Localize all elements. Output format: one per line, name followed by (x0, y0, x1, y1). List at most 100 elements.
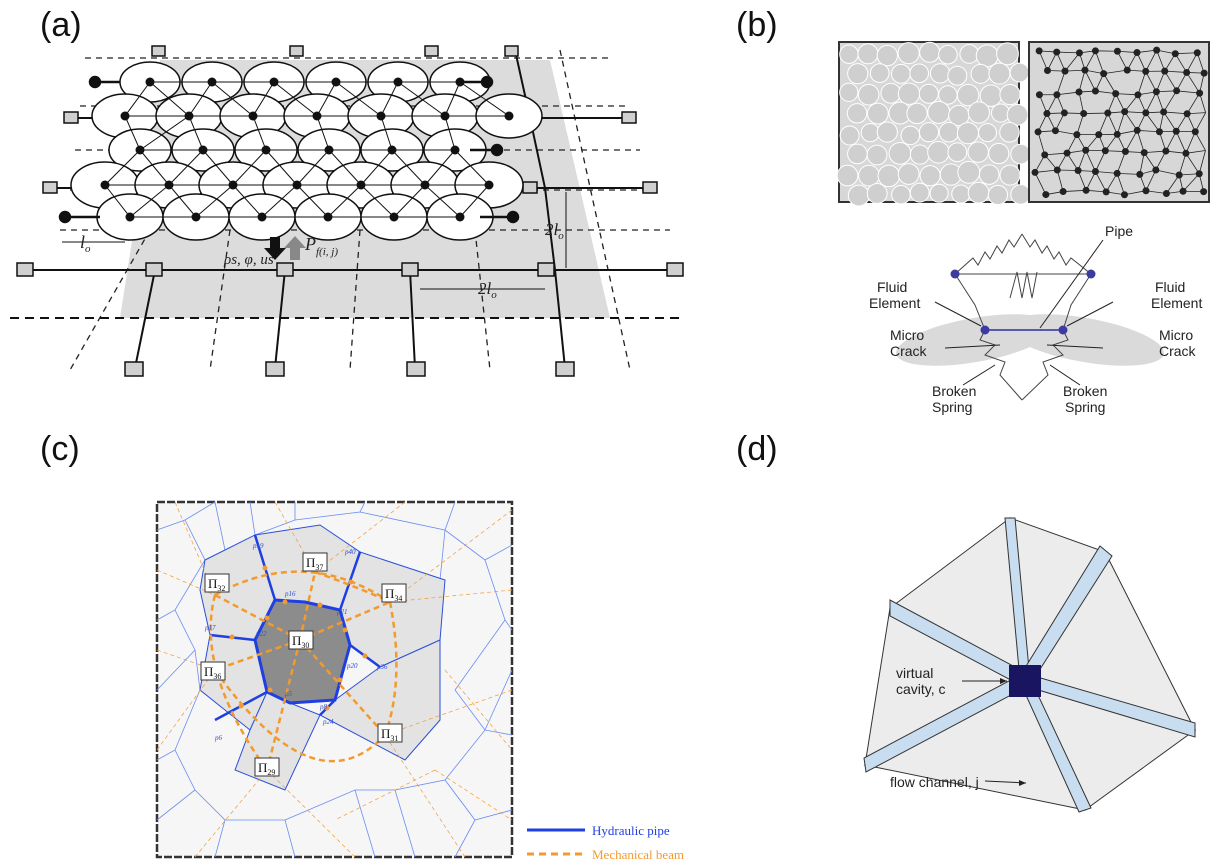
grain (930, 64, 949, 83)
grain (939, 45, 958, 64)
pipe-label-p5: p5 (284, 690, 293, 698)
network-node (1060, 188, 1067, 195)
particle-center (324, 213, 333, 222)
network-node (1042, 191, 1049, 198)
network-node (1041, 151, 1048, 158)
pipe-label-p20: p20 (346, 662, 358, 670)
grain (1010, 63, 1029, 82)
legend-hydraulic-label: Hydraulic pipe (592, 823, 670, 838)
fluid-element-left-label-2: Element (869, 295, 920, 311)
grain (848, 185, 869, 206)
network-node (1036, 47, 1043, 54)
grain (878, 165, 900, 187)
particle-center (185, 112, 194, 121)
network-node (1104, 110, 1111, 117)
network-node (1064, 150, 1071, 157)
grain (928, 101, 950, 123)
particle-center (229, 181, 238, 190)
pipe-label-p21: p21 (336, 608, 348, 616)
network-node (1182, 150, 1189, 157)
grain (840, 83, 858, 101)
grain (968, 182, 989, 203)
grain (907, 103, 927, 123)
network-node (1173, 128, 1180, 135)
particle-center (293, 181, 302, 190)
pipe-label-p22: p22 (255, 630, 267, 638)
network-node (1136, 171, 1143, 178)
grain (867, 145, 887, 165)
network-node (1141, 149, 1148, 156)
network-node (1156, 128, 1163, 135)
grain (910, 183, 929, 202)
network-node (1061, 109, 1068, 116)
network-node (1092, 168, 1099, 175)
grain (891, 64, 910, 83)
grain (920, 166, 940, 186)
particle-center (208, 78, 217, 87)
grain (867, 184, 887, 204)
network-node (1176, 171, 1183, 178)
panel-a-diagram: lo 2lo 2lo ρs, φ, us Pf(i, j) (0, 40, 690, 430)
panel-c-label: (c) (40, 430, 80, 469)
particle-center (421, 181, 430, 190)
network-node (1121, 191, 1128, 198)
particle-center (146, 78, 155, 87)
grain (877, 122, 897, 142)
grain (968, 102, 989, 123)
grain (979, 165, 999, 185)
grain (919, 84, 938, 103)
micro-crack-right-label-2: Crack (1159, 343, 1197, 359)
micro-crack-right-label: Micro (1159, 327, 1193, 343)
particle-center (101, 181, 110, 190)
pipe-label-p36: p36 (376, 663, 388, 671)
grain (971, 64, 990, 83)
grain (910, 64, 929, 83)
grain (968, 142, 988, 162)
pipe-label-p6: p6 (214, 734, 223, 742)
grain (910, 145, 929, 164)
network-node (1114, 170, 1121, 177)
network-node (1196, 170, 1203, 177)
network-node (1032, 169, 1039, 176)
grain (989, 143, 1009, 163)
virtual-cavity (1009, 665, 1041, 697)
network-node (1153, 47, 1160, 54)
grain (840, 45, 858, 63)
particle-center (377, 112, 386, 121)
particle-center (262, 146, 271, 155)
grain (928, 142, 950, 164)
grain (848, 64, 868, 84)
network-node (1102, 147, 1109, 154)
grain (976, 45, 998, 67)
particle-center (390, 213, 399, 222)
network-node (1200, 188, 1207, 195)
particle-center (192, 213, 201, 222)
grain (997, 43, 1019, 65)
particle-center (456, 213, 465, 222)
network-node (1103, 188, 1110, 195)
panel-d-diagram: virtual cavity, c flow channel, j (850, 500, 1200, 820)
network-node (1173, 87, 1180, 94)
network-node (1162, 148, 1169, 155)
network-node (1134, 49, 1141, 56)
grain (1011, 144, 1031, 164)
grain (958, 161, 980, 183)
network-node (1082, 147, 1089, 154)
network-node (1073, 131, 1080, 138)
particle-center (126, 213, 135, 222)
particle-center (441, 112, 450, 121)
particle-center (313, 112, 322, 121)
virtual-cavity-label-2: cavity, c (896, 681, 946, 697)
network-node (1160, 108, 1167, 115)
grain (952, 185, 970, 203)
particle-center (332, 78, 341, 87)
network-node (1183, 69, 1190, 76)
grain (939, 123, 958, 142)
network-node (1180, 188, 1187, 195)
grain (989, 63, 1010, 84)
network-node (1121, 108, 1128, 115)
particle-center (451, 146, 460, 155)
pipe-label-p8: p8 (319, 703, 328, 711)
fluid-element-right-label: Fluid (1155, 279, 1185, 295)
grain (948, 143, 967, 162)
